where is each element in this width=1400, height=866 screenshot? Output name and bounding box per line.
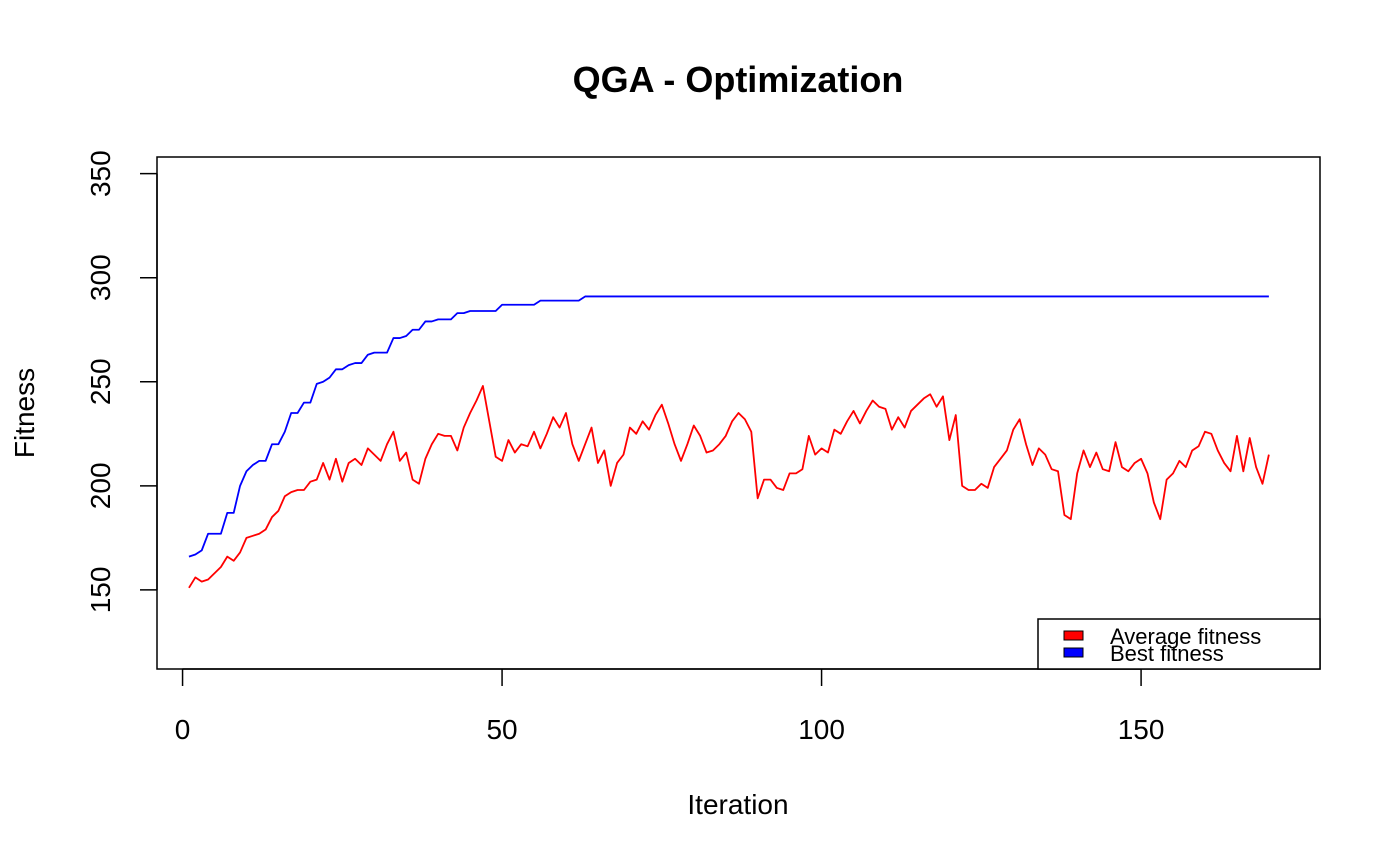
y-tick-label-350: 350 [85, 150, 116, 197]
legend-swatch-average [1063, 630, 1084, 641]
x-axis-label: Iteration [687, 789, 788, 820]
y-tick-label-300: 300 [85, 254, 116, 301]
legend-label-average: Average fitness [1110, 624, 1261, 649]
series-line-best-fitness [188, 295, 1269, 558]
legend-box [1037, 618, 1321, 670]
y-axis: 150 200 250 300 350 [85, 150, 158, 614]
legend-label-best: Best fitness [1110, 641, 1224, 666]
y-axis-label: Fitness [9, 368, 40, 458]
y-tick-label-250: 250 [85, 358, 116, 405]
x-tick-label-100: 100 [798, 714, 845, 745]
chart-title: QGA - Optimization [573, 59, 904, 100]
y-tick-label-150: 150 [85, 567, 116, 614]
x-tick-label-150: 150 [1118, 714, 1165, 745]
x-tick-label-0: 0 [175, 714, 191, 745]
series-line-average-fitness [188, 385, 1270, 589]
x-tick-label-50: 50 [486, 714, 517, 745]
series-layer [188, 295, 1270, 589]
legend-swatch-best [1063, 647, 1084, 658]
x-axis: 0 50 100 150 [175, 668, 1165, 745]
y-tick-label-200: 200 [85, 462, 116, 509]
legend: Average fitness Best fitness [1037, 618, 1321, 670]
